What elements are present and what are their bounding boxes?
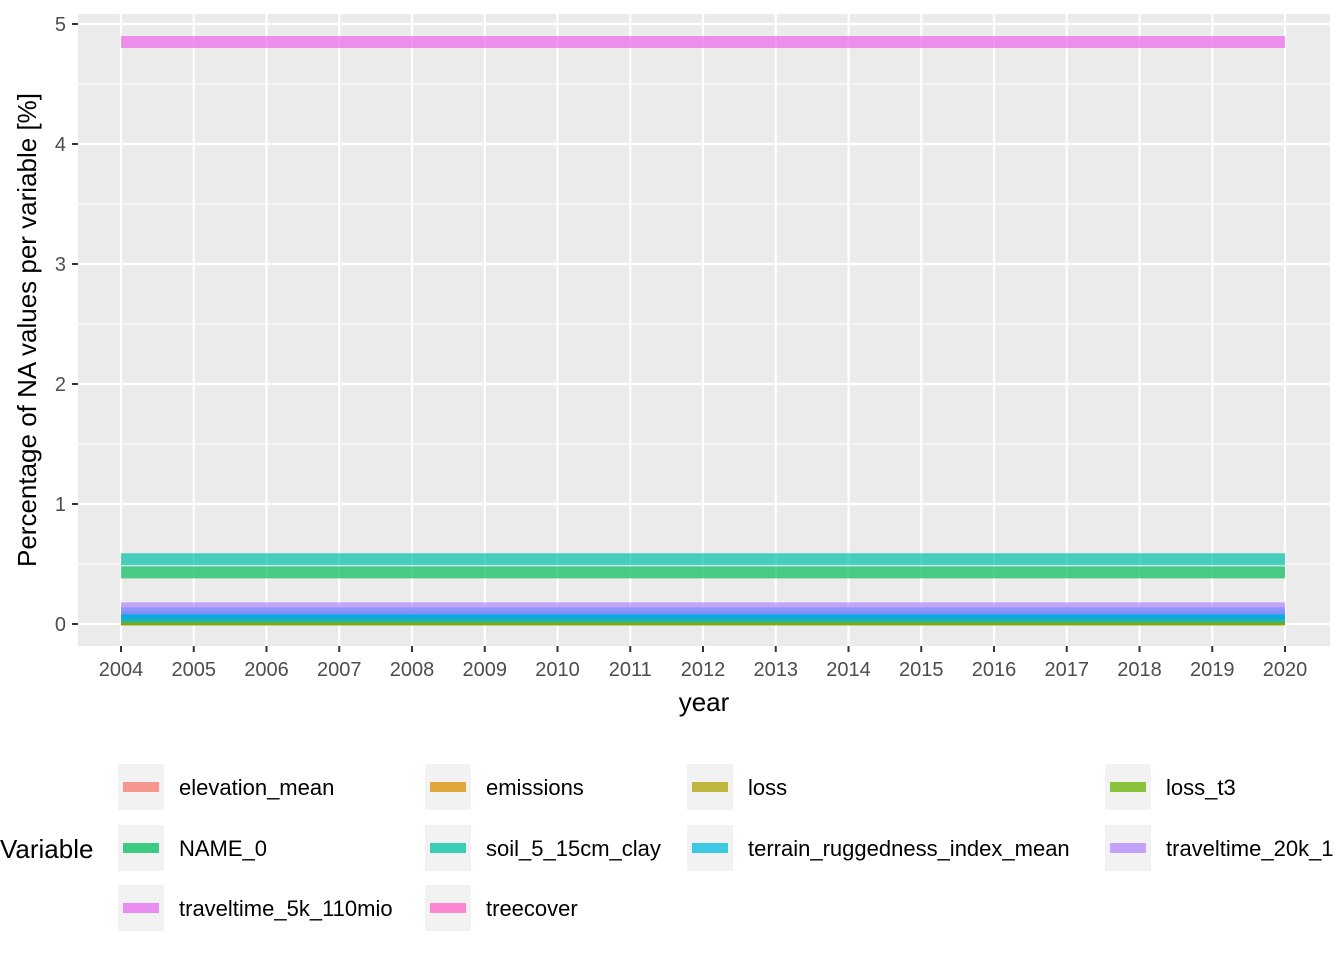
legend-label-terrain_ruggedness_index_mean: terrain_ruggedness_index_mean	[748, 836, 1070, 861]
x-tick-label: 2013	[754, 659, 799, 681]
x-tick-label: 2017	[1045, 659, 1090, 681]
y-tick-label: 1	[55, 494, 66, 516]
x-tick-label: 2019	[1190, 659, 1235, 681]
legend-label-emissions: emissions	[486, 775, 584, 800]
x-tick-label: 2015	[899, 659, 944, 681]
x-tick-label: 2012	[681, 659, 726, 681]
y-tick-label: 4	[55, 134, 66, 156]
x-tick-label: 2009	[463, 659, 508, 681]
legend-label-loss: loss	[748, 775, 787, 800]
legend-title: Variable	[0, 834, 93, 864]
x-tick-label: 2010	[535, 659, 580, 681]
legend-label-traveltime_5k_110mio: traveltime_5k_110mio	[179, 896, 393, 921]
grid-major	[78, 14, 1330, 646]
x-axis-title: year	[679, 687, 730, 717]
x-tick-label: 2018	[1117, 659, 1162, 681]
legend-label-elevation_mean: elevation_mean	[179, 775, 334, 800]
x-tick-label: 2005	[172, 659, 217, 681]
x-tick-label: 2004	[99, 659, 144, 681]
x-tick-label: 2008	[390, 659, 435, 681]
legend-label-soil_5_15cm_clay: soil_5_15cm_clay	[486, 836, 661, 861]
legend-label-treecover: treecover	[486, 896, 578, 921]
y-tick-label: 3	[55, 254, 66, 276]
x-tick-label: 2020	[1263, 659, 1308, 681]
x-tick-label: 2007	[317, 659, 362, 681]
y-axis-ticks: 0 1 2 3 4 5	[55, 14, 78, 636]
x-tick-label: 2016	[972, 659, 1017, 681]
y-tick-label: 0	[55, 614, 66, 636]
x-tick-label: 2006	[244, 659, 289, 681]
legend-label-traveltime_20k_1: traveltime_20k_1	[1166, 836, 1334, 861]
legend-label-NAME_0: NAME_0	[179, 836, 267, 861]
y-axis-title: Percentage of NA values per variable [%]	[12, 93, 42, 567]
y-tick-label: 5	[55, 14, 66, 36]
y-tick-label: 2	[55, 374, 66, 396]
legend: elevation_mean emissions loss loss_t3 NAME_0…	[118, 764, 1334, 931]
series-layer	[121, 36, 1285, 626]
x-axis-ticks: 2004 2005 2006 2007 2008 2009 2010 2011 2012 2013…	[99, 646, 1308, 681]
x-tick-label: 2011	[609, 659, 652, 681]
x-tick-label: 2014	[826, 659, 871, 681]
legend-label-loss_t3: loss_t3	[1166, 775, 1236, 800]
